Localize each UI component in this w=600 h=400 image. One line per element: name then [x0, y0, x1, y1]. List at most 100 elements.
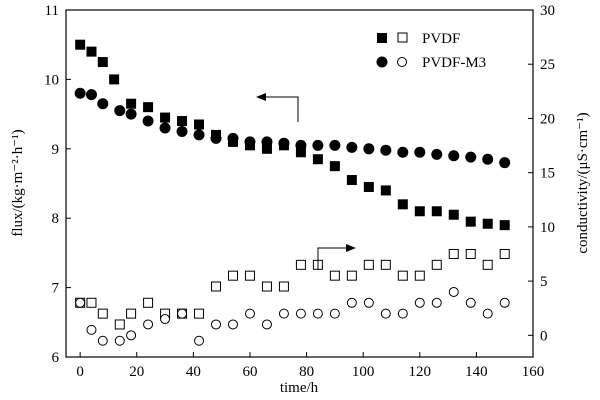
pvdf-m3-conductivity-point: [244, 308, 255, 319]
x-tick-label: 20: [129, 364, 144, 380]
left-y-tick-label: 9: [52, 142, 60, 158]
pvdf-m3-flux-point: [346, 141, 358, 153]
pvdf-conductivity-point: [499, 248, 510, 259]
right-y-tick-label: 5: [540, 274, 548, 290]
pvdf-conductivity-point: [295, 259, 306, 270]
x-tick-label: 60: [242, 364, 257, 380]
pvdf-conductivity-point: [465, 248, 476, 259]
legend-pvdf-filled-marker: [377, 33, 387, 43]
pvdf-m3-flux-point: [397, 146, 409, 158]
pvdf-flux-point: [75, 39, 86, 50]
pvdf-m3-flux-point: [176, 125, 188, 137]
pvdf-m3-conductivity-point: [143, 319, 154, 330]
pvdf-conductivity-point: [329, 270, 340, 281]
right-y-tick-label: 10: [540, 220, 555, 236]
pvdf-m3-flux-point: [278, 137, 290, 149]
pvdf-m3-flux-point: [74, 87, 86, 99]
pvdf-conductivity-point: [397, 270, 408, 281]
x-tick-label: 160: [522, 364, 545, 380]
right-y-tick-label: 20: [540, 111, 555, 127]
pvdf-m3-conductivity-point: [160, 314, 171, 325]
x-tick-label: 0: [76, 364, 84, 380]
pvdf-m3-conductivity-point: [86, 324, 97, 335]
pvdf-flux-point: [329, 161, 340, 172]
pvdf-flux-point: [160, 112, 171, 123]
pvdf-flux-point: [295, 147, 306, 158]
right-axis-arrow-line: [317, 247, 352, 270]
pvdf-flux-point: [312, 154, 323, 165]
left-y-axis-title: flux/(kg·m⁻²·h⁻¹): [10, 129, 26, 236]
pvdf-conductivity-point: [143, 297, 154, 308]
pvdf-m3-flux-point: [125, 108, 137, 120]
pvdf-m3-flux-point: [312, 139, 324, 151]
left-axis-arrow-line: [258, 96, 299, 122]
pvdf-m3-flux-point: [244, 136, 256, 148]
pvdf-flux-point: [414, 206, 425, 217]
pvdf-conductivity-point: [227, 270, 238, 281]
pvdf-conductivity-point: [86, 297, 97, 308]
pvdf-flux-point: [346, 175, 357, 186]
pvdf-m3-flux-point: [97, 98, 109, 110]
pvdf-flux-point: [261, 143, 272, 154]
pvdf-m3-conductivity-point: [397, 308, 408, 319]
pvdf-conductivity-point: [278, 281, 289, 292]
pvdf-m3-conductivity-point: [97, 335, 108, 346]
pvdf-flux-point: [97, 57, 108, 68]
pvdf-conductivity-point: [244, 270, 255, 281]
pvdf-m3-flux-point: [499, 157, 511, 169]
pvdf-m3-conductivity-point: [414, 297, 425, 308]
data-marks: [74, 39, 511, 346]
pvdf-conductivity-point: [114, 319, 125, 330]
pvdf-flux-point: [431, 206, 442, 217]
pvdf-m3-conductivity-point: [211, 319, 222, 330]
pvdf-conductivity-point: [448, 248, 459, 259]
pvdf-conductivity-point: [261, 281, 272, 292]
pvdf-conductivity-point: [211, 281, 222, 292]
pvdf-m3-flux-point: [114, 105, 126, 117]
pvdf-m3-flux-point: [193, 129, 205, 141]
pvdf-flux-point: [363, 181, 374, 192]
left-y-tick-label: 7: [52, 281, 60, 297]
pvdf-m3-flux-point: [363, 143, 375, 155]
right-y-tick-label: 15: [540, 166, 555, 182]
pvdf-conductivity-point: [414, 270, 425, 281]
right-axis-arrow-head: [346, 244, 356, 252]
x-tick-label: 120: [409, 364, 432, 380]
pvdf-flux-point: [465, 216, 476, 227]
x-tick-label: 100: [352, 364, 375, 380]
pvdf-m3-flux-point: [482, 153, 494, 165]
pvdf-m3-conductivity-point: [431, 297, 442, 308]
left-y-tick-label: 8: [52, 211, 60, 227]
x-tick-label: 80: [299, 364, 314, 380]
legend-pvdf-m3-label: PVDF-M3: [422, 55, 486, 71]
pvdf-m3-conductivity-point: [448, 286, 459, 297]
pvdf-m3-flux-point: [261, 136, 273, 148]
right-y-tick-label: 0: [540, 328, 548, 344]
pvdf-conductivity-point: [346, 270, 357, 281]
legend-pvdf-open-marker: [397, 32, 408, 43]
pvdf-m3-flux-point: [227, 132, 239, 144]
pvdf-m3-flux-point: [329, 139, 341, 151]
pvdf-m3-conductivity-point: [194, 335, 205, 346]
pvdf-m3-conductivity-point: [465, 297, 476, 308]
pvdf-m3-conductivity-point: [261, 319, 272, 330]
pvdf-flux-point: [499, 220, 510, 231]
x-axis-ticks: 0 20 40 60 80 100 120 140 160: [76, 352, 544, 380]
legend-pvdf-m3-open-marker: [397, 57, 407, 67]
pvdf-flux-point: [194, 119, 205, 130]
right-y-axis-ticks: 0 5 10 15 20 25 30: [528, 3, 555, 344]
left-y-tick-label: 6: [52, 350, 60, 366]
pvdf-conductivity-point: [431, 259, 442, 270]
pvdf-m3-conductivity-point: [227, 319, 238, 330]
pvdf-flux-point: [397, 199, 408, 210]
pvdf-flux-point: [177, 116, 188, 127]
pvdf-conductivity-point: [482, 259, 493, 270]
x-axis-title: time/h: [280, 380, 319, 396]
pvdf-m3-flux-point: [85, 89, 97, 101]
pvdf-m3-flux-point: [414, 146, 426, 158]
pvdf-flux-point: [380, 185, 391, 196]
pvdf-flux-point: [126, 98, 137, 109]
left-axis-arrow-annotation: [256, 93, 299, 122]
pvdf-m3-conductivity-point: [380, 308, 391, 319]
